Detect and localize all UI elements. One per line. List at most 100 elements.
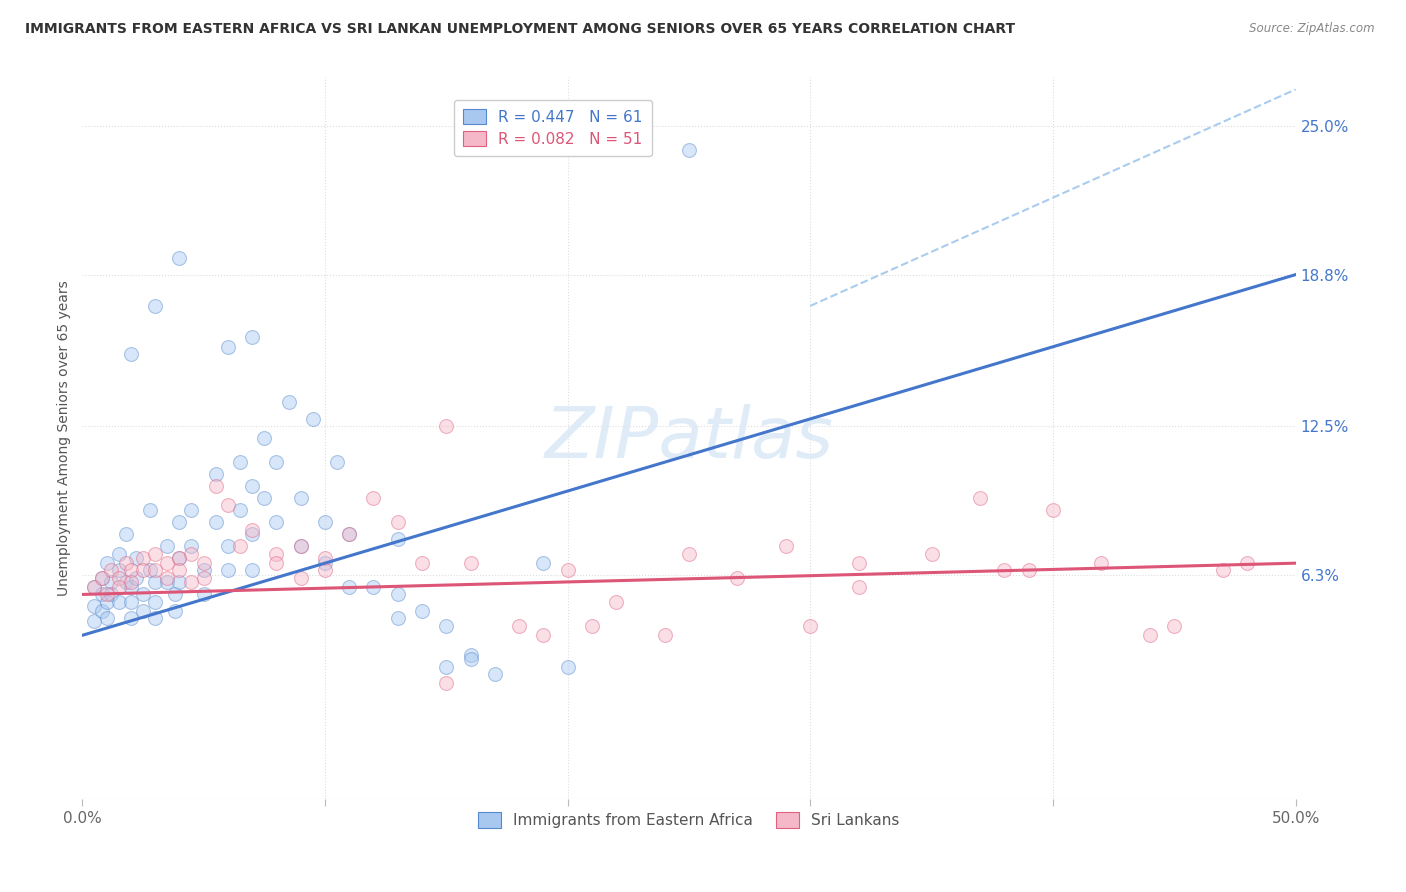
Text: IMMIGRANTS FROM EASTERN AFRICA VS SRI LANKAN UNEMPLOYMENT AMONG SENIORS OVER 65 : IMMIGRANTS FROM EASTERN AFRICA VS SRI LA…	[25, 22, 1015, 37]
Point	[557, 563, 579, 577]
Point	[229, 539, 252, 553]
Point	[100, 563, 122, 577]
Legend: Immigrants from Eastern Africa, Sri Lankans: Immigrants from Eastern Africa, Sri Lank…	[472, 806, 905, 835]
Point	[217, 539, 239, 553]
Point	[83, 614, 105, 628]
Point	[83, 580, 105, 594]
Point	[799, 618, 821, 632]
Point	[678, 143, 700, 157]
Point	[531, 628, 554, 642]
Point	[531, 556, 554, 570]
Point	[120, 575, 142, 590]
Point	[139, 563, 162, 577]
Point	[1090, 556, 1112, 570]
Point	[290, 539, 312, 553]
Point	[775, 539, 797, 553]
Point	[654, 628, 676, 642]
Point	[204, 467, 226, 482]
Point	[180, 547, 202, 561]
Point	[115, 575, 138, 590]
Point	[266, 455, 288, 469]
Point	[993, 563, 1015, 577]
Text: ZIPatlas: ZIPatlas	[544, 404, 834, 473]
Point	[180, 575, 202, 590]
Point	[240, 523, 263, 537]
Point	[193, 571, 215, 585]
Point	[156, 539, 179, 553]
Point	[143, 594, 166, 608]
Point	[460, 556, 482, 570]
Point	[107, 580, 129, 594]
Point	[169, 551, 191, 566]
Point	[434, 659, 457, 673]
Point	[363, 580, 385, 594]
Point	[290, 539, 312, 553]
Point	[100, 575, 122, 590]
Point	[434, 676, 457, 690]
Point	[132, 563, 155, 577]
Point	[337, 527, 360, 541]
Point	[143, 575, 166, 590]
Point	[277, 395, 299, 409]
Point	[1163, 618, 1185, 632]
Point	[240, 330, 263, 344]
Point	[727, 571, 749, 585]
Point	[460, 648, 482, 662]
Point	[107, 571, 129, 585]
Point	[290, 571, 312, 585]
Point	[387, 532, 409, 546]
Point	[314, 563, 336, 577]
Point	[169, 251, 191, 265]
Point	[240, 479, 263, 493]
Point	[557, 659, 579, 673]
Point	[921, 547, 943, 561]
Point	[107, 547, 129, 561]
Point	[115, 527, 138, 541]
Point	[124, 551, 146, 566]
Point	[1018, 563, 1040, 577]
Point	[90, 587, 112, 601]
Point	[290, 491, 312, 506]
Point	[581, 618, 603, 632]
Point	[848, 556, 870, 570]
Point	[484, 666, 506, 681]
Point	[1139, 628, 1161, 642]
Point	[169, 516, 191, 530]
Point	[115, 556, 138, 570]
Point	[240, 527, 263, 541]
Point	[132, 604, 155, 618]
Point	[90, 604, 112, 618]
Point	[163, 587, 186, 601]
Point	[266, 556, 288, 570]
Point	[96, 587, 118, 601]
Point	[363, 491, 385, 506]
Point	[229, 503, 252, 517]
Point	[240, 563, 263, 577]
Point	[204, 516, 226, 530]
Point	[132, 551, 155, 566]
Point	[193, 587, 215, 601]
Point	[143, 547, 166, 561]
Point	[107, 563, 129, 577]
Point	[120, 594, 142, 608]
Point	[460, 652, 482, 666]
Point	[326, 455, 349, 469]
Point	[253, 491, 276, 506]
Point	[314, 551, 336, 566]
Point	[90, 571, 112, 585]
Point	[434, 419, 457, 434]
Point	[120, 563, 142, 577]
Point	[156, 575, 179, 590]
Point	[107, 594, 129, 608]
Point	[193, 556, 215, 570]
Point	[139, 503, 162, 517]
Point	[163, 604, 186, 618]
Point	[387, 611, 409, 625]
Point	[253, 431, 276, 445]
Point	[229, 455, 252, 469]
Point	[411, 556, 433, 570]
Point	[96, 556, 118, 570]
Point	[266, 547, 288, 561]
Text: Source: ZipAtlas.com: Source: ZipAtlas.com	[1250, 22, 1375, 36]
Point	[120, 580, 142, 594]
